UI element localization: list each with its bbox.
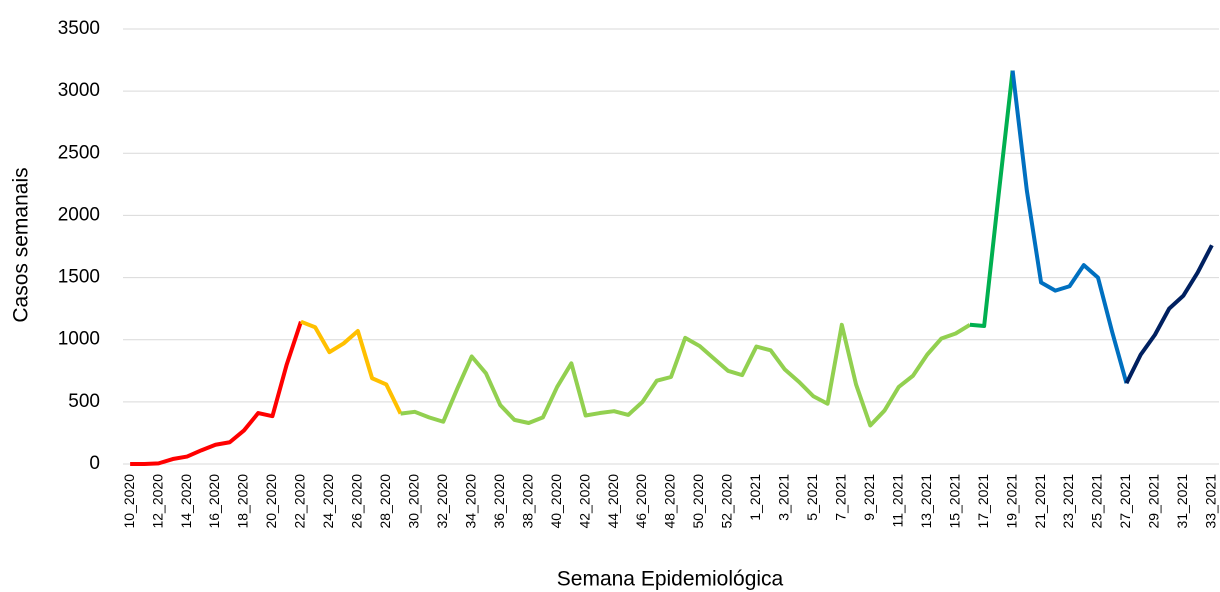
x-axis-title: Semana Epidemiológica [557, 568, 784, 591]
x-tick-label: 5_2021 [804, 474, 820, 521]
x-tick-label: 33_2021 [1203, 474, 1219, 529]
x-tick-label: 48_2020 [662, 474, 678, 529]
x-tick-label: 36_2020 [491, 474, 507, 529]
x-tick-label: 28_2020 [377, 474, 393, 529]
x-tick-label: 27_2021 [1117, 474, 1133, 529]
line-series [1010, 70, 1129, 384]
line-series [1124, 244, 1214, 385]
x-tick-label: 40_2020 [548, 474, 564, 529]
x-tick-label: 26_2020 [349, 474, 365, 529]
x-tick-label: 10_2020 [121, 474, 137, 529]
x-tick-label: 38_2020 [519, 474, 535, 529]
x-tick-label: 13_2021 [918, 474, 934, 529]
x-tick-label: 12_2020 [149, 474, 165, 529]
x-tick-label: 3_2021 [776, 474, 792, 521]
y-axis-title: Casos semanais [10, 167, 33, 322]
x-tick-label: 31_2021 [1174, 474, 1190, 529]
x-tick-label: 9_2021 [861, 474, 877, 521]
x-tick-label: 23_2021 [1060, 474, 1076, 529]
x-tick-label: 15_2021 [946, 474, 962, 529]
x-tick-label: 7_2021 [833, 474, 849, 521]
x-tick-label: 46_2020 [633, 474, 649, 529]
y-tick-label: 0 [89, 453, 100, 474]
x-tick-label: 1_2021 [747, 474, 763, 521]
y-tick-label: 1500 [58, 267, 100, 288]
line-series [400, 322, 971, 428]
x-tick-label: 18_2020 [235, 474, 251, 529]
y-tick-label: 3000 [58, 80, 100, 101]
y-tick-label: 2500 [58, 142, 100, 163]
x-tick-label: 29_2021 [1146, 474, 1162, 529]
x-tick-label: 44_2020 [605, 474, 621, 529]
x-tick-label: 19_2021 [1003, 474, 1019, 529]
x-tick-label: 17_2021 [975, 474, 991, 529]
y-tick-label: 3500 [58, 18, 100, 39]
x-tick-label: 11_2021 [889, 474, 905, 528]
x-tick-label: 24_2020 [320, 474, 336, 529]
line-series [130, 321, 303, 466]
x-tick-label: 20_2020 [263, 474, 279, 529]
x-tick-label: 52_2020 [719, 474, 735, 529]
x-tick-label: 14_2020 [178, 474, 194, 529]
x-tick-label: 30_2020 [405, 474, 421, 529]
x-tick-label: 22_2020 [292, 474, 308, 529]
x-tick-label: 50_2020 [690, 474, 706, 529]
x-tick-label: 25_2021 [1089, 474, 1105, 529]
x-tick-label: 34_2020 [462, 474, 478, 529]
y-tick-label: 1000 [58, 329, 100, 350]
x-tick-label: 32_2020 [434, 474, 450, 529]
line-series [300, 319, 403, 415]
line-series [969, 70, 1015, 329]
y-tick-label: 2000 [58, 204, 100, 225]
y-tick-label: 500 [68, 391, 100, 412]
x-tick-label: 16_2020 [206, 474, 222, 529]
x-tick-label: 21_2021 [1032, 474, 1048, 529]
x-tick-label: 42_2020 [576, 474, 592, 529]
